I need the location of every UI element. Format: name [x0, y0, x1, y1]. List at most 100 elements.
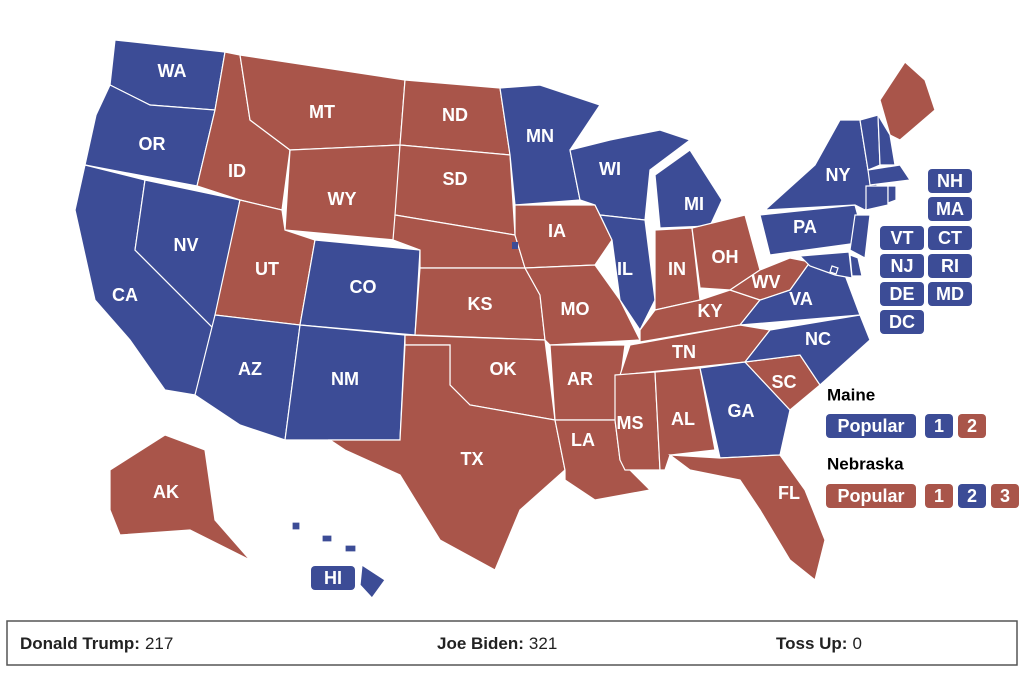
state-shape [877, 114, 896, 166]
state-label: FL [778, 483, 800, 503]
state-label: MA [936, 199, 964, 219]
state-label: MI [684, 194, 704, 214]
legend-chip [958, 414, 986, 438]
state-label: NC [805, 329, 831, 349]
state-shape [654, 149, 723, 229]
state-shape [743, 314, 871, 386]
legend-chip [826, 484, 916, 508]
state-label: OR [139, 134, 166, 154]
state-shape [829, 265, 839, 275]
state-label: SC [771, 372, 796, 392]
state-label: KS [467, 294, 492, 314]
state-label: TN [672, 342, 696, 362]
state-label-box [928, 197, 972, 221]
state-label: MD [936, 284, 964, 304]
legend-title: Nebraska [827, 454, 904, 473]
legend-chip-label: 1 [934, 416, 944, 436]
legend-chip [925, 414, 953, 438]
state-label: CT [938, 228, 962, 248]
state-label: MO [561, 299, 590, 319]
state-label: VT [890, 228, 913, 248]
footer-entry: Joe Biden: 321 [437, 634, 557, 653]
legend-chip-label: Popular [837, 486, 904, 506]
legend-chip-label: 2 [967, 486, 977, 506]
state-label: AK [153, 482, 179, 502]
states [74, 39, 936, 599]
state-label: ND [442, 105, 468, 125]
footer-count: 217 [145, 634, 173, 653]
legend-chip-label: 1 [934, 486, 944, 506]
footer-name: Toss Up: [776, 634, 847, 653]
state-label: WI [599, 159, 621, 179]
state-label: NJ [890, 256, 913, 276]
state-shape [569, 129, 692, 221]
state-label: WV [752, 272, 781, 292]
footer-name: Donald Trump: [20, 634, 140, 653]
footer-count: 321 [529, 634, 557, 653]
state-label: ID [228, 161, 246, 181]
legend-chip [925, 484, 953, 508]
state-shape [879, 61, 936, 141]
state-label: IN [668, 259, 686, 279]
state-label: AL [671, 409, 695, 429]
state-label: OH [712, 247, 739, 267]
state-label: MS [617, 413, 644, 433]
state-label: HI [324, 568, 342, 588]
state-label: GA [728, 401, 755, 421]
legend-title: Maine [827, 385, 875, 404]
state-shape [109, 434, 251, 561]
legend-chip [958, 484, 986, 508]
state-shape [849, 214, 871, 259]
state-label: KY [697, 301, 722, 321]
state-label: DC [889, 312, 915, 332]
state-label: WY [328, 189, 357, 209]
footer-count: 0 [852, 634, 861, 653]
state-label: NY [825, 165, 850, 185]
state-label: DE [889, 284, 914, 304]
state-label-box [928, 226, 972, 250]
state-label: LA [571, 430, 595, 450]
state-shape [887, 185, 897, 204]
state-label-box [880, 226, 924, 250]
state-label-box [928, 169, 972, 193]
state-label: CO [350, 277, 377, 297]
state-label: VA [789, 289, 813, 309]
state-shape [328, 344, 566, 571]
labels: WA OR CA NV ID MT WY UT CO AZ NM ND SD KS OK TX MN IA MO AR… [112, 61, 972, 590]
state-label: NV [173, 235, 198, 255]
state-label-box [880, 254, 924, 278]
footer-entry: Donald Trump: 217 [20, 634, 173, 653]
state-label: OK [490, 359, 517, 379]
state-label: AZ [238, 359, 262, 379]
state-shape [524, 264, 641, 346]
legend-chip-label: 2 [967, 416, 977, 436]
district-marker [512, 242, 518, 249]
state-label: WA [158, 61, 187, 81]
state-label: NH [937, 171, 963, 191]
footer-entry: Toss Up: 0 [776, 634, 862, 653]
legend-chip [991, 484, 1019, 508]
state-label: UT [255, 259, 279, 279]
state-label: CA [112, 285, 138, 305]
state-shape [668, 454, 826, 582]
state-label-box [880, 310, 924, 334]
state-shape [867, 164, 912, 186]
state-label: MT [309, 102, 335, 122]
state-label-box [311, 566, 355, 590]
state-shape [291, 521, 386, 599]
state-label: IL [617, 259, 633, 279]
legend-chip-label: 3 [1000, 486, 1010, 506]
state-shape [865, 185, 889, 211]
state-label: MN [526, 126, 554, 146]
footer-name: Joe Biden: [437, 634, 524, 653]
state-label: SD [442, 169, 467, 189]
state-label-box [928, 254, 972, 278]
state-label-box [880, 282, 924, 306]
state-label: TX [460, 449, 483, 469]
footer-bar [6, 620, 1018, 666]
legend-chip [826, 414, 916, 438]
state-label-box [928, 282, 972, 306]
state-label: NM [331, 369, 359, 389]
state-label: AR [567, 369, 593, 389]
